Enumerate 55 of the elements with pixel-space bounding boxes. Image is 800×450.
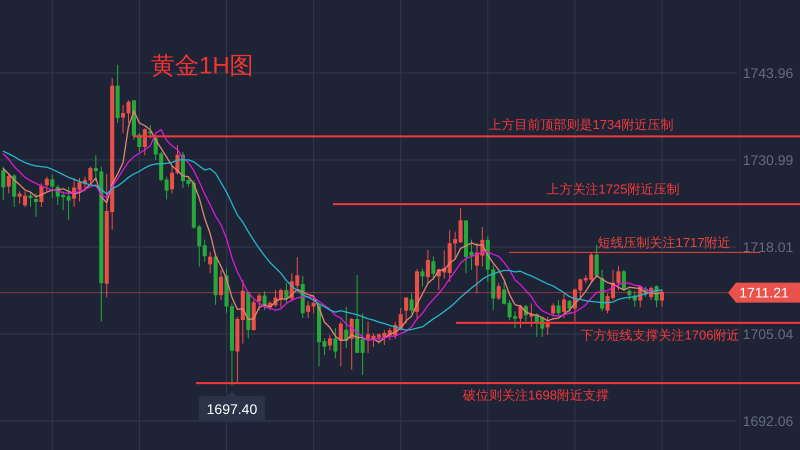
candlestick (338, 320, 343, 367)
candlestick (94, 154, 98, 182)
candlestick (208, 251, 212, 274)
candlestick (344, 306, 348, 349)
candlestick (529, 302, 534, 328)
candlestick (562, 292, 566, 319)
y-tick-label: 1743.96 (742, 65, 794, 82)
candlestick (660, 289, 664, 308)
candlestick (410, 292, 414, 314)
candlestick (50, 174, 54, 199)
candlestick (616, 265, 620, 290)
candlestick (99, 166, 104, 322)
candlestick (496, 282, 501, 301)
candlestick (170, 166, 174, 194)
ref-line-label: 上方关注1725附近压制 (546, 182, 680, 197)
y-tick-label: 1692.06 (742, 412, 794, 429)
candlestick (556, 300, 561, 318)
y-tick-label: 1718.01 (742, 238, 794, 255)
ref-line-label: 1711.21 (739, 284, 789, 301)
ref-line-label: 短线压制关注1717附近 (598, 234, 730, 250)
y-tick-label: 1730.99 (742, 152, 794, 168)
candlestick (328, 334, 332, 351)
candlestick (214, 254, 218, 306)
candlestick (594, 244, 599, 278)
candlestick (567, 300, 572, 314)
candlestick (333, 328, 338, 359)
candlestick (420, 268, 424, 288)
candlestick (34, 192, 38, 218)
candlestick (116, 64, 120, 124)
ref-line-label: 破位则关注1698附近支撑 (462, 388, 609, 403)
annotation: 1697.40 (206, 401, 258, 418)
candlestick (431, 256, 436, 280)
candlestick (551, 302, 556, 318)
candlestick (1, 166, 6, 201)
candlestick (28, 192, 33, 208)
candlestick (518, 304, 522, 329)
candlestick (257, 292, 262, 311)
candlestick (491, 264, 496, 311)
candlestick (44, 176, 49, 192)
text: 黄金1H图 (151, 52, 254, 80)
candlestick (627, 288, 632, 301)
candlestick (6, 172, 11, 194)
candlestick (12, 174, 16, 208)
candlestick (404, 296, 408, 324)
ref-line-label: 下方短线支撑关注1706附近 (580, 327, 740, 342)
candlestick (142, 128, 147, 156)
y-tick-label: 1705.04 (742, 326, 794, 342)
candlestick (546, 316, 550, 336)
ref-line-label: 上方目前顶部则是1734附近压制 (488, 116, 674, 132)
candlestick (219, 269, 224, 301)
candlestick (426, 249, 430, 284)
candlestick (415, 268, 420, 321)
candlestick (284, 282, 288, 304)
candlestick (252, 300, 256, 332)
candlestick (148, 124, 152, 139)
